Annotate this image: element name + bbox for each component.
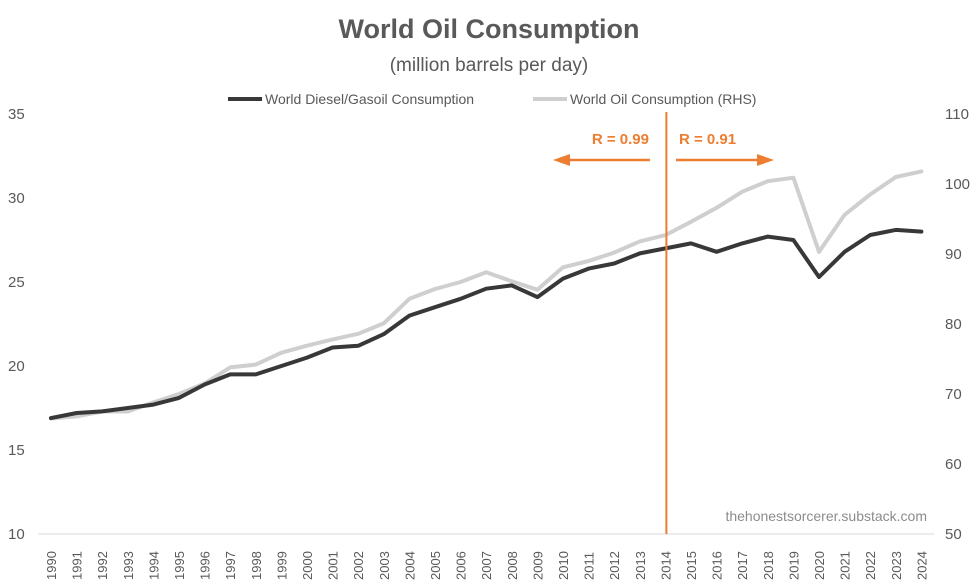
legend-label-diesel: World Diesel/Gasoil Consumption bbox=[265, 91, 474, 107]
legend: World Diesel/Gasoil Consumption World Oi… bbox=[228, 91, 756, 107]
left-tick-label: 15 bbox=[8, 442, 25, 459]
x-tick-label: 2003 bbox=[377, 551, 392, 580]
chart-subtitle: (million barrels per day) bbox=[390, 55, 589, 76]
x-tick-label: 2022 bbox=[863, 551, 878, 580]
series-line-diesel bbox=[49, 227, 924, 421]
x-tick-label: 2021 bbox=[838, 551, 853, 580]
x-tick-label: 1999 bbox=[274, 551, 289, 580]
x-tick-label: 2010 bbox=[556, 551, 571, 580]
x-tick-label: 2001 bbox=[326, 551, 341, 580]
x-tick-label: 2002 bbox=[351, 551, 366, 580]
x-tick-label: 2000 bbox=[300, 551, 315, 580]
x-tick-label: 2020 bbox=[812, 551, 827, 580]
annotation-left-r: R = 0.99 bbox=[592, 131, 649, 148]
left-arrow bbox=[553, 154, 650, 166]
x-tick-label: 2023 bbox=[889, 551, 904, 580]
x-tick-label: 1998 bbox=[249, 551, 264, 580]
right-tick-label: 50 bbox=[945, 526, 962, 543]
x-tick-label: 2009 bbox=[530, 551, 545, 580]
x-tick-label: 1995 bbox=[172, 551, 187, 580]
x-tick-label: 1991 bbox=[70, 551, 85, 580]
right-tick-label: 70 bbox=[945, 386, 962, 403]
x-tick-label: 2011 bbox=[582, 552, 597, 580]
x-tick-label: 2008 bbox=[505, 551, 520, 580]
x-tick-label: 1992 bbox=[95, 551, 110, 580]
x-tick-label: 1997 bbox=[223, 551, 238, 580]
right-tick-label: 100 bbox=[945, 176, 970, 193]
right-axis: 50 60 70 80 90 100 110 bbox=[945, 106, 970, 543]
x-tick-label: 2016 bbox=[710, 551, 725, 580]
x-tick-label: 2014 bbox=[658, 551, 673, 580]
x-tick-label: 2015 bbox=[684, 551, 699, 580]
right-tick-label: 60 bbox=[945, 456, 962, 473]
watermark: thehonestsorcerer.substack.com bbox=[725, 508, 927, 524]
x-tick-label: 2019 bbox=[786, 551, 801, 580]
x-axis: 1990 1991 1992 1993 1994 1995 1996 1997 1998 1999… bbox=[44, 551, 929, 580]
x-tick-label: 2005 bbox=[428, 551, 443, 580]
left-tick-label: 30 bbox=[8, 190, 25, 207]
legend-label-oil: World Oil Consumption (RHS) bbox=[570, 91, 756, 107]
right-tick-label: 90 bbox=[945, 246, 962, 263]
left-axis: 10 15 20 25 30 35 bbox=[8, 106, 25, 543]
x-tick-label: 2007 bbox=[479, 551, 494, 580]
x-tick-label: 2018 bbox=[761, 551, 776, 580]
x-tick-label: 2017 bbox=[735, 551, 750, 580]
x-tick-label: 2024 bbox=[914, 551, 929, 580]
right-tick-label: 80 bbox=[945, 316, 962, 333]
chart-title: World Oil Consumption bbox=[339, 14, 640, 44]
x-tick-label: 1994 bbox=[146, 551, 161, 580]
annotation-layer: R = 0.99 R = 0.91 bbox=[553, 112, 774, 534]
left-tick-label: 35 bbox=[8, 106, 25, 123]
right-tick-label: 110 bbox=[945, 106, 969, 123]
left-tick-label: 20 bbox=[8, 358, 25, 375]
x-tick-label: 1993 bbox=[121, 551, 136, 580]
x-tick-label: 1996 bbox=[198, 551, 213, 580]
right-arrow bbox=[676, 154, 774, 166]
x-tick-label: 2012 bbox=[607, 551, 622, 580]
annotation-right-r: R = 0.91 bbox=[679, 131, 736, 148]
x-tick-label: 2006 bbox=[454, 551, 469, 580]
x-tick-label: 2013 bbox=[633, 551, 648, 580]
left-tick-label: 25 bbox=[8, 274, 25, 291]
series-line-oil bbox=[49, 169, 924, 421]
series-layer bbox=[49, 169, 924, 421]
x-tick-label: 2004 bbox=[402, 551, 417, 580]
left-tick-label: 10 bbox=[8, 526, 25, 543]
x-tick-label: 1990 bbox=[44, 551, 59, 580]
